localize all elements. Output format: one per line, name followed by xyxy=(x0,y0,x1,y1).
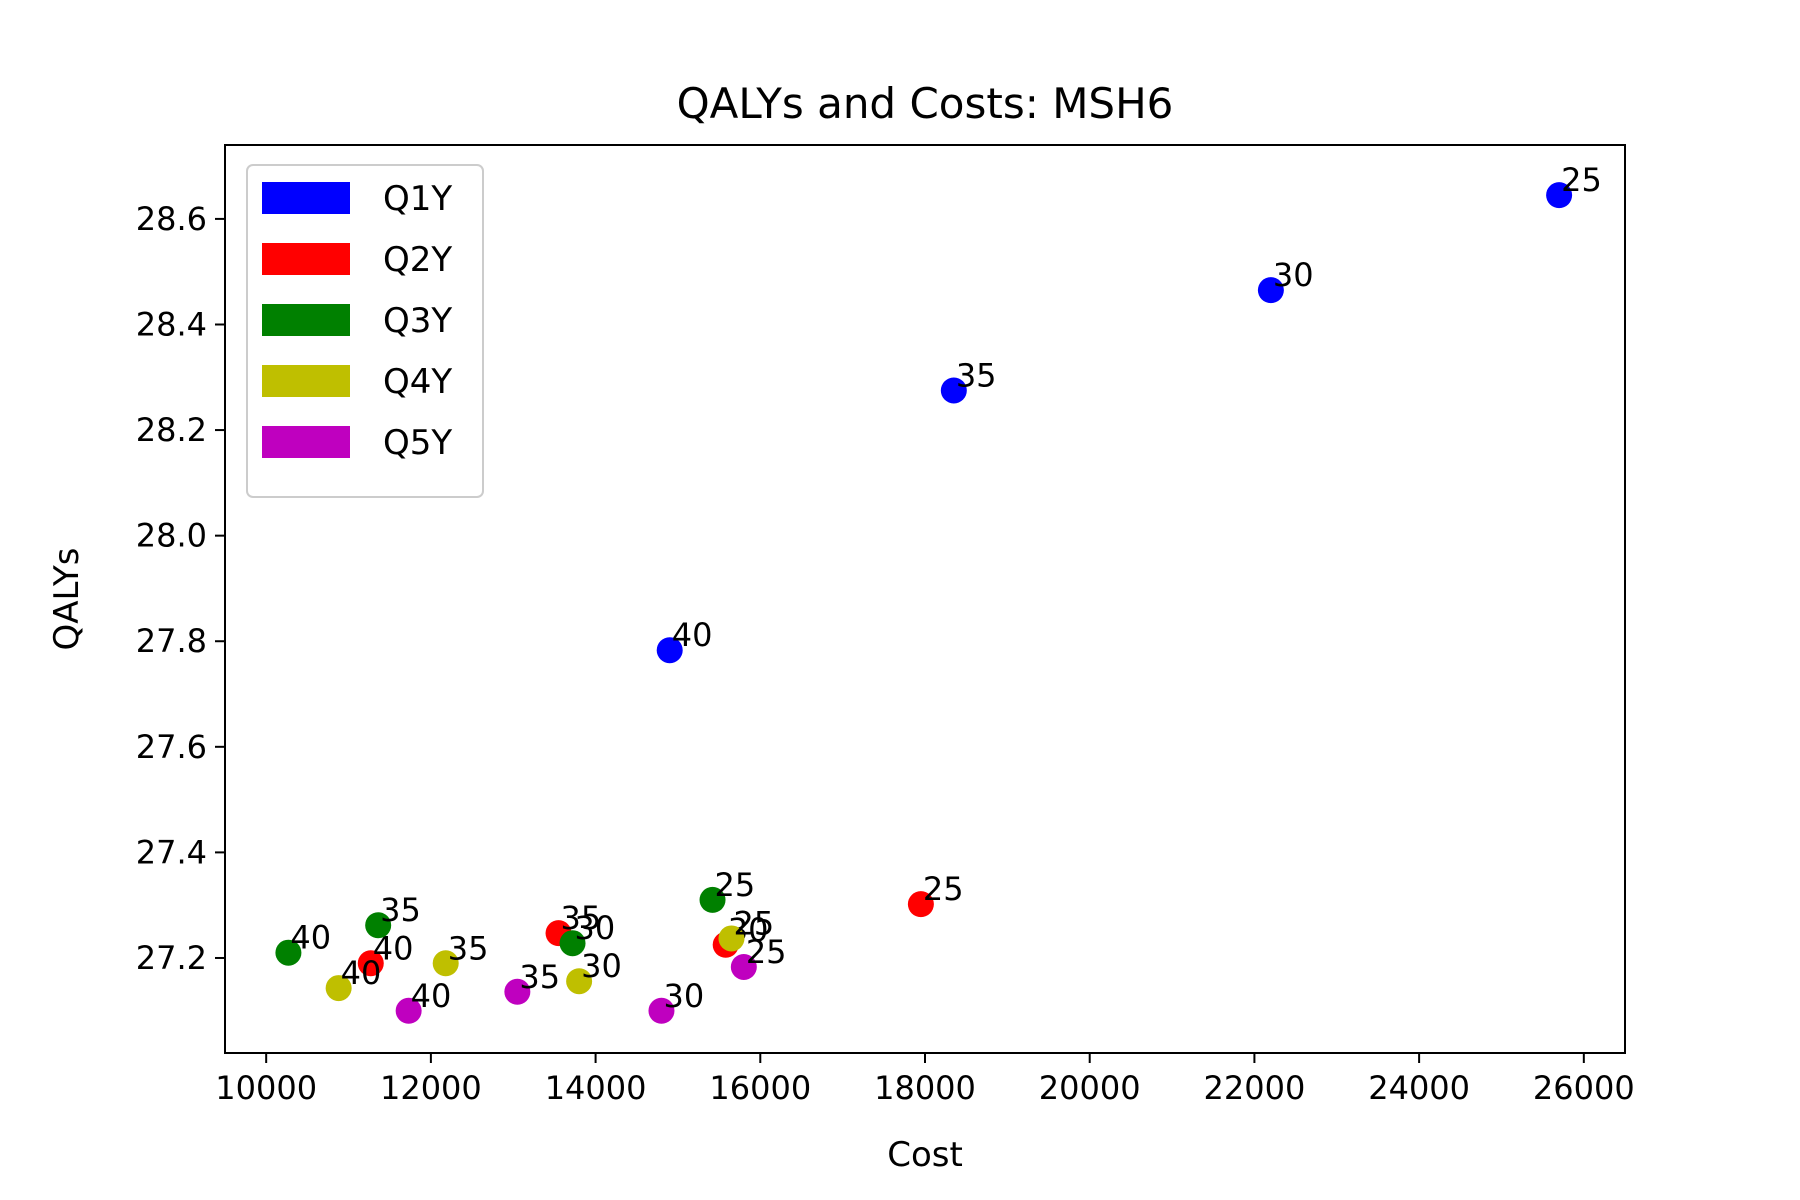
point-label: 30 xyxy=(663,977,704,1015)
data-point xyxy=(718,925,745,952)
y-tick-label: 27.2 xyxy=(136,939,207,977)
x-axis-label: Cost xyxy=(887,1135,963,1175)
data-point xyxy=(730,953,757,980)
point-label: 35 xyxy=(380,891,421,929)
data-point xyxy=(1546,182,1573,209)
legend-swatch xyxy=(262,243,350,275)
legend-swatch xyxy=(262,365,350,397)
y-tick-label: 27.8 xyxy=(136,622,207,660)
data-point xyxy=(325,975,352,1002)
legend-swatch xyxy=(262,182,350,214)
x-tick-label: 10000 xyxy=(215,1069,317,1107)
data-point xyxy=(566,968,593,995)
data-point xyxy=(357,950,384,977)
legend-label: Q2Y xyxy=(383,240,452,280)
point-label: 40 xyxy=(411,977,452,1015)
x-tick-label: 12000 xyxy=(380,1069,482,1107)
series-q5y: 25 30 35 40 xyxy=(395,933,787,1024)
data-point xyxy=(940,377,967,404)
series-q4y: 25 30 35 40 xyxy=(325,904,774,1002)
y-tick-label: 28.4 xyxy=(136,305,207,343)
legend: Q1Y Q2Y Q3Y Q4Y Q5Y xyxy=(246,164,484,498)
point-label: 30 xyxy=(581,947,622,985)
point-label: 25 xyxy=(923,870,964,908)
legend-label: Q1Y xyxy=(383,179,452,219)
data-point xyxy=(504,978,531,1005)
point-label: 25 xyxy=(1561,161,1602,199)
point-label: 35 xyxy=(561,899,602,937)
data-point xyxy=(1257,277,1284,304)
y-tick-label: 27.6 xyxy=(136,728,207,766)
y-axis-label: QALYs xyxy=(47,548,87,651)
point-label: 25 xyxy=(715,866,756,904)
y-axis: 27.2 27.4 27.6 27.8 28.0 28.2 28.4 28.6 xyxy=(136,200,225,977)
point-label: 40 xyxy=(290,919,331,957)
x-tick-label: 14000 xyxy=(545,1069,647,1107)
x-tick-label: 24000 xyxy=(1368,1069,1470,1107)
x-tick-label: 20000 xyxy=(1039,1069,1141,1107)
legend-swatch xyxy=(262,426,350,458)
chart-title: QALYs and Costs: MSH6 xyxy=(677,79,1174,128)
data-point xyxy=(648,997,675,1024)
data-point xyxy=(699,886,726,913)
point-label: 35 xyxy=(448,929,489,967)
point-label: 40 xyxy=(341,954,382,992)
legend-label: Q5Y xyxy=(383,423,452,463)
point-label: 40 xyxy=(672,616,713,654)
x-tick-label: 22000 xyxy=(1204,1069,1306,1107)
series-q1y: 25 30 35 40 xyxy=(656,161,1602,664)
y-tick-label: 28.2 xyxy=(136,411,207,449)
x-tick-label: 26000 xyxy=(1533,1069,1635,1107)
data-point xyxy=(656,637,683,664)
x-tick-label: 18000 xyxy=(874,1069,976,1107)
point-label: 35 xyxy=(956,356,997,394)
data-point xyxy=(275,939,302,966)
point-label: 25 xyxy=(746,933,787,971)
data-point xyxy=(432,950,459,977)
data-point xyxy=(559,930,586,957)
x-tick-label: 16000 xyxy=(709,1069,811,1107)
point-label: 25 xyxy=(733,904,774,942)
point-label: 35 xyxy=(519,958,560,996)
legend-label: Q3Y xyxy=(383,301,452,341)
x-axis: 10000 12000 14000 16000 18000 20000 22000 24000… xyxy=(215,1053,1635,1107)
legend-label: Q4Y xyxy=(383,362,452,402)
data-point xyxy=(907,891,934,918)
y-tick-label: 28.0 xyxy=(136,517,207,555)
data-point xyxy=(365,912,392,939)
legend-swatch xyxy=(262,304,350,336)
point-label: 30 xyxy=(1273,256,1314,294)
y-tick-label: 27.4 xyxy=(136,833,207,871)
data-point xyxy=(395,997,422,1024)
point-label: 30 xyxy=(575,909,616,947)
y-tick-label: 28.6 xyxy=(136,200,207,238)
